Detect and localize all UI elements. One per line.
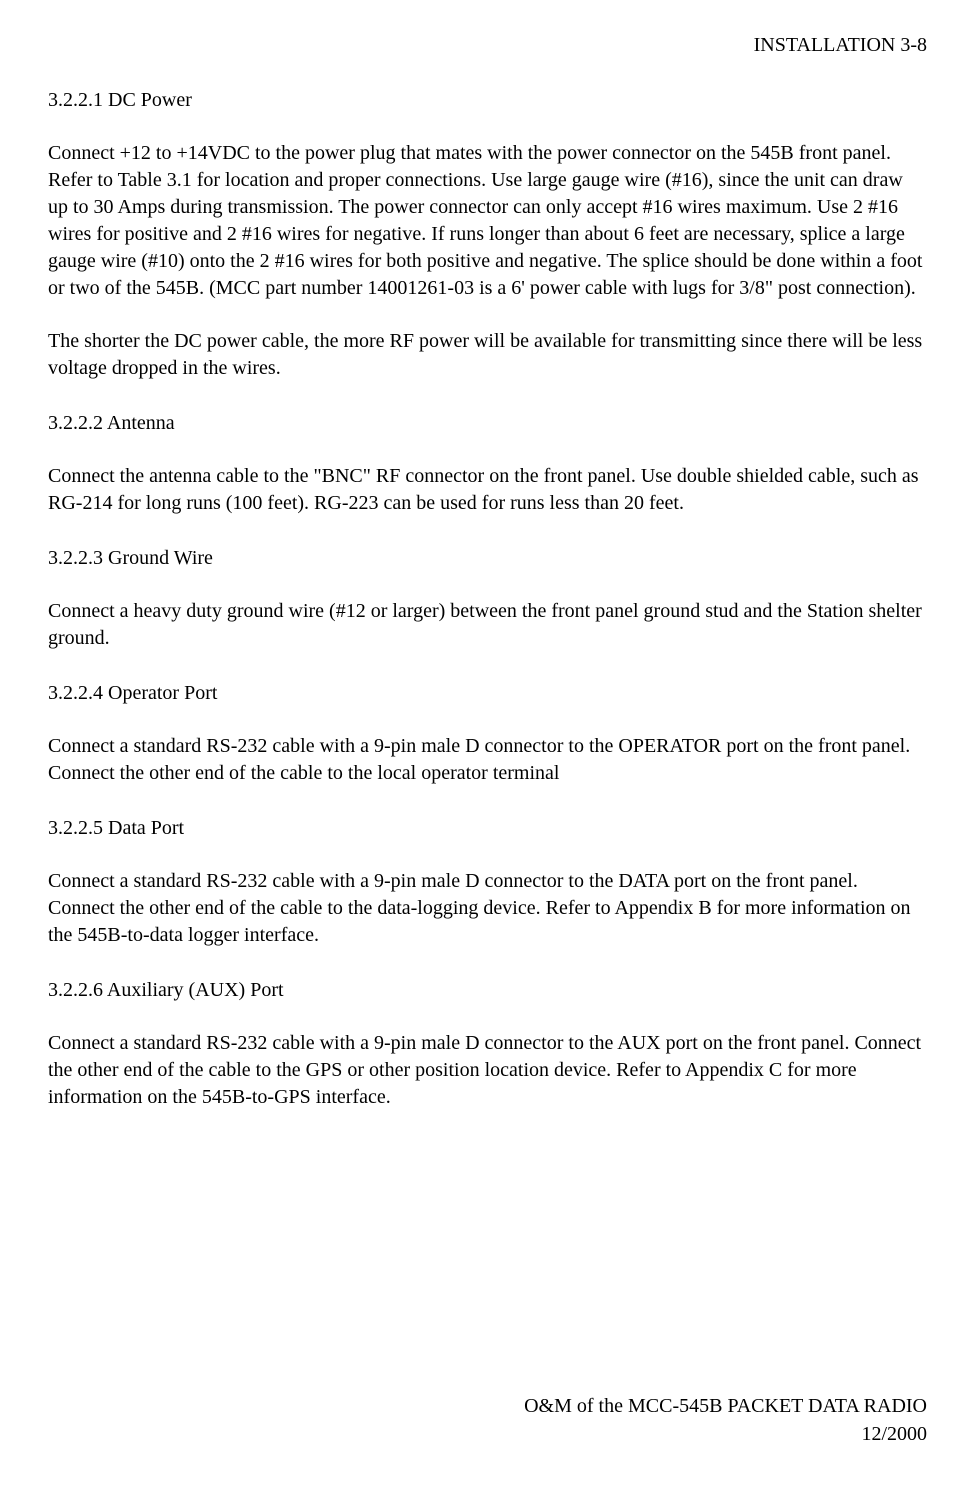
body-paragraph: Connect a standard RS-232 cable with a 9… — [48, 868, 927, 949]
body-paragraph: Connect a heavy duty ground wire (#12 or… — [48, 598, 927, 652]
section-heading: 3.2.2.2 Antenna — [48, 410, 927, 437]
section-heading: 3.2.2.1 DC Power — [48, 87, 927, 114]
footer-line-1: O&M of the MCC-545B PACKET DATA RADIO — [524, 1392, 927, 1420]
body-paragraph: Connect the antenna cable to the "BNC" R… — [48, 463, 927, 517]
page-footer: O&M of the MCC-545B PACKET DATA RADIO 12… — [524, 1392, 927, 1448]
body-paragraph: Connect +12 to +14VDC to the power plug … — [48, 140, 927, 302]
section-heading: 3.2.2.5 Data Port — [48, 815, 927, 842]
header-text: INSTALLATION 3-8 — [754, 34, 927, 56]
body-paragraph: The shorter the DC power cable, the more… — [48, 328, 927, 382]
page-header: INSTALLATION 3-8 — [48, 32, 927, 59]
body-paragraph: Connect a standard RS-232 cable with a 9… — [48, 733, 927, 787]
section-heading: 3.2.2.4 Operator Port — [48, 680, 927, 707]
document-body: 3.2.2.1 DC Power Connect +12 to +14VDC to… — [48, 87, 927, 1111]
section-heading: 3.2.2.3 Ground Wire — [48, 545, 927, 572]
section-heading: 3.2.2.6 Auxiliary (AUX) Port — [48, 977, 927, 1004]
footer-line-2: 12/2000 — [524, 1420, 927, 1448]
body-paragraph: Connect a standard RS-232 cable with a 9… — [48, 1030, 927, 1111]
